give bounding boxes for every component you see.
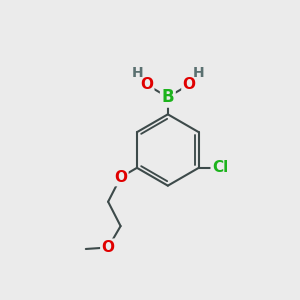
- Text: H: H: [132, 66, 143, 80]
- Text: H: H: [192, 66, 204, 80]
- Text: O: O: [114, 170, 127, 185]
- Text: B: B: [161, 88, 174, 106]
- Text: O: O: [183, 77, 196, 92]
- Text: Cl: Cl: [212, 160, 228, 175]
- Text: O: O: [102, 240, 115, 255]
- Text: O: O: [140, 77, 153, 92]
